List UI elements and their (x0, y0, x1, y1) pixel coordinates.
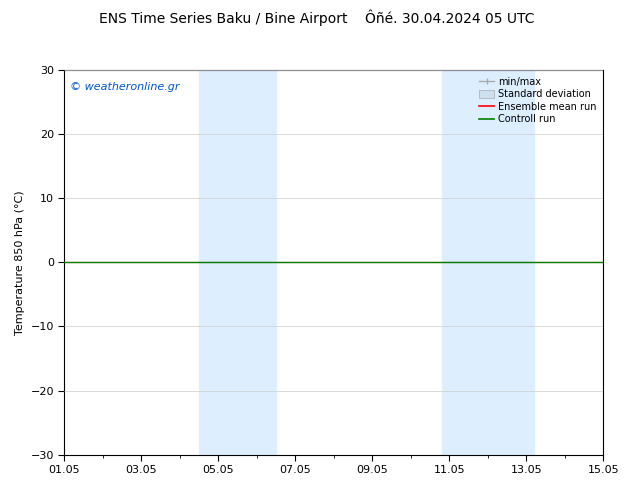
Text: ENS Time Series Baku / Bine Airport    Ôñé. 30.04.2024 05 UTC: ENS Time Series Baku / Bine Airport Ôñé.… (100, 10, 534, 26)
Legend: min/max, Standard deviation, Ensemble mean run, Controll run: min/max, Standard deviation, Ensemble me… (477, 75, 598, 126)
Text: © weatheronline.gr: © weatheronline.gr (70, 82, 179, 92)
Y-axis label: Temperature 850 hPa (°C): Temperature 850 hPa (°C) (15, 190, 25, 335)
Bar (199, 70, 276, 455)
Bar (441, 70, 534, 455)
